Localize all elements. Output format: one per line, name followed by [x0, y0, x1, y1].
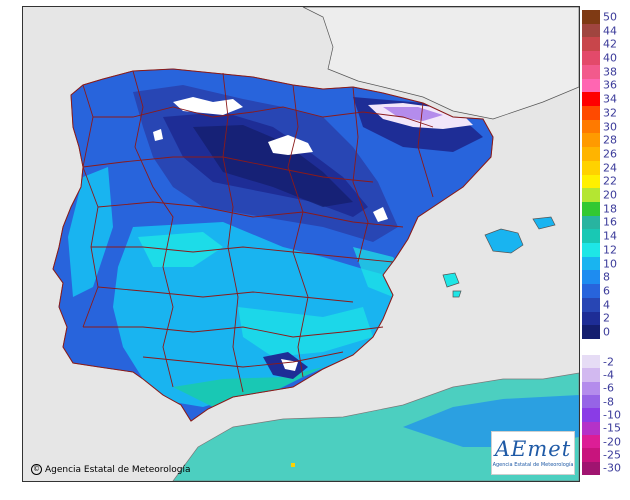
legend-label: -2: [603, 355, 614, 369]
legend-swatch--20: [582, 435, 600, 449]
legend-label: 4: [603, 298, 610, 312]
legend-swatch-14: [582, 229, 600, 244]
legend-label: 34: [603, 92, 617, 106]
legend-swatch-20: [582, 188, 600, 203]
legend-swatch-28: [582, 133, 600, 148]
legend-swatch-22: [582, 174, 600, 189]
legend-swatch-6: [582, 284, 600, 299]
legend-swatch-30: [582, 119, 600, 134]
legend-label: -15: [603, 421, 621, 435]
color-legend: 50 44 42 40 38 36 34 32 30 28 26 24 22 20 18 16 14 12 10 8 6…: [582, 10, 630, 480]
legend-label: 40: [603, 51, 617, 65]
legend-swatch-40: [582, 51, 600, 66]
legend-swatch-44: [582, 23, 600, 38]
legend-label: -4: [603, 368, 614, 382]
legend-label: 24: [603, 161, 617, 175]
map-canvas: [52, 7, 579, 481]
logo-subtitle: Agencia Estatal de Meteorología: [492, 461, 574, 468]
legend-swatch-32: [582, 105, 600, 121]
legend-swatch--30: [582, 461, 600, 476]
legend-swatch-8: [582, 270, 600, 285]
legend-swatch-4: [582, 297, 600, 313]
legend-label: -6: [603, 381, 614, 395]
legend-swatch-50: [582, 10, 600, 25]
legend-swatch-38: [582, 64, 600, 80]
balearic-menorca: [532, 216, 556, 230]
legend-swatch-2: [582, 311, 600, 326]
province-borders: [82, 70, 434, 393]
legend-label: 50: [603, 10, 617, 24]
coastline: [52, 68, 494, 422]
balearic-mallorca: [484, 228, 524, 254]
legend-swatch-24: [582, 160, 600, 175]
africa-land: [172, 372, 579, 481]
legend-swatch--10: [582, 408, 600, 423]
legend-label: 18: [603, 202, 617, 216]
logo-wordmark: AEmet: [494, 436, 572, 461]
legend-label: -25: [603, 448, 621, 462]
legend-swatch--2: [582, 355, 600, 369]
legend-swatch--4: [582, 368, 600, 383]
copyright-notice: © Agencia Estatal de Meteorología: [31, 464, 191, 475]
legend-label: 0: [603, 325, 610, 339]
temperature-map: © Agencia Estatal de Meteorología AEmet …: [22, 6, 580, 482]
legend-swatch-18: [582, 201, 600, 217]
legend-swatch-12: [582, 243, 600, 258]
legend-swatch-0: [582, 325, 600, 340]
legend-label: 26: [603, 147, 617, 161]
legend-label: 32: [603, 106, 617, 120]
legend-label: 6: [603, 284, 610, 298]
legend-swatch--8: [582, 395, 600, 409]
legend-label: -10: [603, 408, 621, 422]
legend-label: -30: [603, 461, 621, 475]
legend-label: -8: [603, 395, 614, 409]
legend-swatch--15: [582, 421, 600, 436]
legend-label: 12: [603, 243, 617, 257]
legend-swatch-36: [582, 78, 600, 93]
balearic-ibiza: [442, 272, 460, 288]
legend-label: 20: [603, 188, 617, 202]
copyright-icon: ©: [31, 464, 42, 475]
legend-label: 8: [603, 270, 610, 284]
france-land: [302, 7, 579, 120]
legend-label: 30: [603, 120, 617, 134]
gibraltar-point: [291, 463, 295, 467]
legend-swatch-34: [582, 92, 600, 107]
legend-swatch-42: [582, 37, 600, 52]
copyright-text: Agencia Estatal de Meteorología: [45, 464, 191, 475]
legend-label: 28: [603, 133, 617, 147]
legend-swatch-26: [582, 147, 600, 162]
legend-label: 38: [603, 65, 617, 79]
legend-label: 10: [603, 257, 617, 271]
legend-label: 16: [603, 215, 617, 229]
legend-label: 2: [603, 311, 610, 325]
legend-label: 14: [603, 229, 617, 243]
legend-swatch--6: [582, 381, 600, 396]
legend-label: 44: [603, 24, 617, 38]
legend-label: -20: [603, 435, 621, 449]
balearic-formentera: [452, 290, 462, 298]
legend-swatch--25: [582, 448, 600, 463]
legend-label: 36: [603, 78, 617, 92]
legend-swatch-16: [582, 215, 600, 230]
legend-swatch-10: [582, 256, 600, 271]
aemet-logo: AEmet Agencia Estatal de Meteorología: [491, 431, 575, 475]
legend-label: 42: [603, 37, 617, 51]
legend-label: 22: [603, 174, 617, 188]
